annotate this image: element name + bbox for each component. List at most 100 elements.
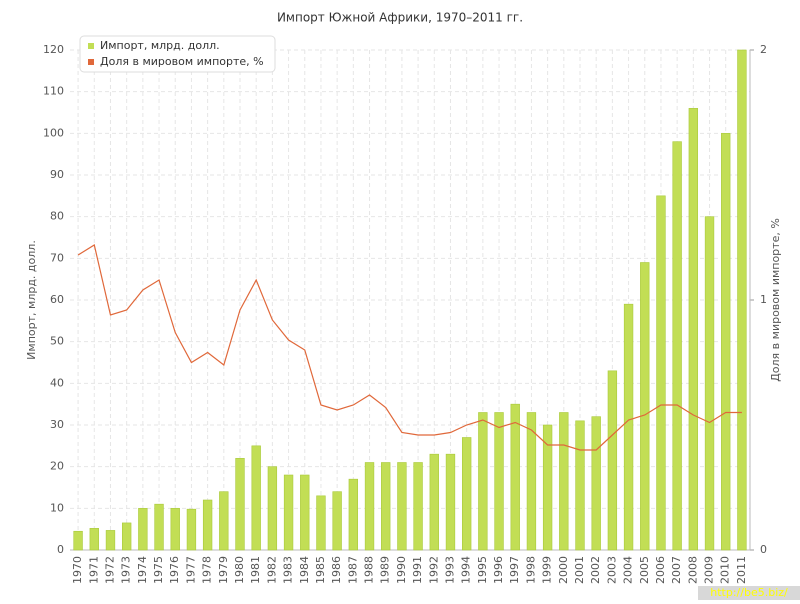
bar <box>526 412 537 551</box>
y-tick-label: 30 <box>50 418 64 431</box>
bar <box>591 416 601 551</box>
x-tick-label: 1984 <box>298 556 311 584</box>
bar <box>575 420 585 551</box>
x-tick-label: 1980 <box>233 556 246 584</box>
x-tick-label: 1974 <box>136 556 149 584</box>
y-tick-label: 120 <box>43 43 64 56</box>
bar <box>478 412 488 551</box>
x-tick-label: 1991 <box>411 556 424 584</box>
x-tick-label: 1987 <box>346 556 359 584</box>
x-tick-label: 1970 <box>71 556 84 584</box>
bar <box>623 303 634 551</box>
bar <box>105 530 116 551</box>
x-tick-label: 2004 <box>622 556 635 584</box>
bar <box>413 462 423 551</box>
legend-swatch <box>88 43 94 49</box>
y-tick-label: 40 <box>50 376 64 389</box>
x-tick-label: 2005 <box>638 556 651 584</box>
bar <box>300 474 310 551</box>
bar <box>348 478 359 551</box>
x-tick-label: 2001 <box>573 556 586 584</box>
x-tick-label: 2002 <box>589 556 602 584</box>
x-tick-label: 1988 <box>363 556 376 584</box>
x-tick-label: 1998 <box>524 556 537 584</box>
bar <box>494 412 504 551</box>
y2-tick-label: 2 <box>760 43 767 56</box>
bar <box>640 262 650 551</box>
y-tick-label: 110 <box>43 85 64 98</box>
x-tick-label: 1985 <box>314 556 327 584</box>
bar <box>332 491 342 551</box>
bar <box>656 195 666 551</box>
x-tick-label: 2009 <box>703 556 716 584</box>
x-tick-label: 1990 <box>395 556 408 584</box>
bar <box>186 508 197 551</box>
legend-swatch <box>88 59 94 65</box>
bar <box>89 528 99 551</box>
x-tick-label: 1989 <box>379 556 392 584</box>
y-tick-label: 50 <box>50 335 64 348</box>
x-tick-label: 2010 <box>719 556 732 584</box>
bar <box>154 503 164 551</box>
x-tick-label: 1992 <box>427 556 440 584</box>
y-tick-label: 20 <box>50 460 64 473</box>
x-tick-label: 2008 <box>686 556 699 584</box>
x-tick-label: 1975 <box>152 556 165 584</box>
x-tick-label: 1971 <box>87 556 100 584</box>
bar <box>559 412 569 551</box>
line <box>77 244 742 451</box>
y2-axis-label: Доля в мировом импорте, % <box>769 218 782 382</box>
x-tick-label: 1977 <box>184 556 197 584</box>
y-tick-label: 0 <box>57 543 64 556</box>
bar <box>672 141 682 551</box>
bar <box>397 462 407 551</box>
bar <box>704 216 715 551</box>
bar <box>267 466 278 551</box>
x-tick-label: 1986 <box>330 556 343 584</box>
x-tick-label: 1979 <box>217 556 230 584</box>
x-tick-label: 1973 <box>120 556 133 584</box>
bar <box>121 522 132 551</box>
y2-tick-label: 1 <box>760 293 767 306</box>
bar <box>202 499 213 551</box>
x-tick-label: 1996 <box>492 556 505 584</box>
bar <box>688 108 699 551</box>
x-tick-label: 1999 <box>541 556 554 584</box>
bar <box>364 462 375 551</box>
bar <box>73 530 83 551</box>
y-tick-label: 70 <box>50 251 64 264</box>
x-tick-label: 2011 <box>735 556 748 584</box>
x-tick-label: 1976 <box>168 556 181 584</box>
watermark-box <box>698 586 800 600</box>
bar <box>542 424 553 551</box>
x-tick-label: 2007 <box>670 556 683 584</box>
bar <box>510 403 520 551</box>
y-axis-label: Импорт, млрд. долл. <box>25 240 38 360</box>
x-tick-label: 1983 <box>282 556 295 584</box>
x-tick-label: 1982 <box>265 556 278 584</box>
y-tick-label: 80 <box>50 210 64 223</box>
x-tick-label: 1994 <box>460 556 473 584</box>
bar <box>607 370 618 551</box>
bar <box>283 474 294 551</box>
chart-title: Импорт Южной Африки, 1970–2011 гг. <box>277 11 523 25</box>
y-tick-label: 10 <box>50 501 64 514</box>
bar <box>170 508 180 551</box>
x-tick-label: 1997 <box>508 556 521 584</box>
bar <box>219 491 229 551</box>
legend-box <box>79 35 276 73</box>
legend-label: Импорт, млрд. долл. <box>100 39 220 52</box>
legend-label: Доля в мировом импорте, % <box>100 55 264 68</box>
bar <box>721 133 731 551</box>
y2-tick-label: 0 <box>760 543 767 556</box>
bar <box>235 458 245 551</box>
bar <box>381 462 391 551</box>
x-tick-label: 1972 <box>103 556 116 584</box>
x-tick-label: 2000 <box>557 556 570 584</box>
legend: Импорт, млрд. долл. Доля в мировом импорт… <box>79 35 276 73</box>
y-tick-label: 60 <box>50 293 64 306</box>
y-tick-label: 90 <box>50 168 64 181</box>
x-tick-label: 1978 <box>201 556 214 584</box>
bar <box>138 508 148 551</box>
